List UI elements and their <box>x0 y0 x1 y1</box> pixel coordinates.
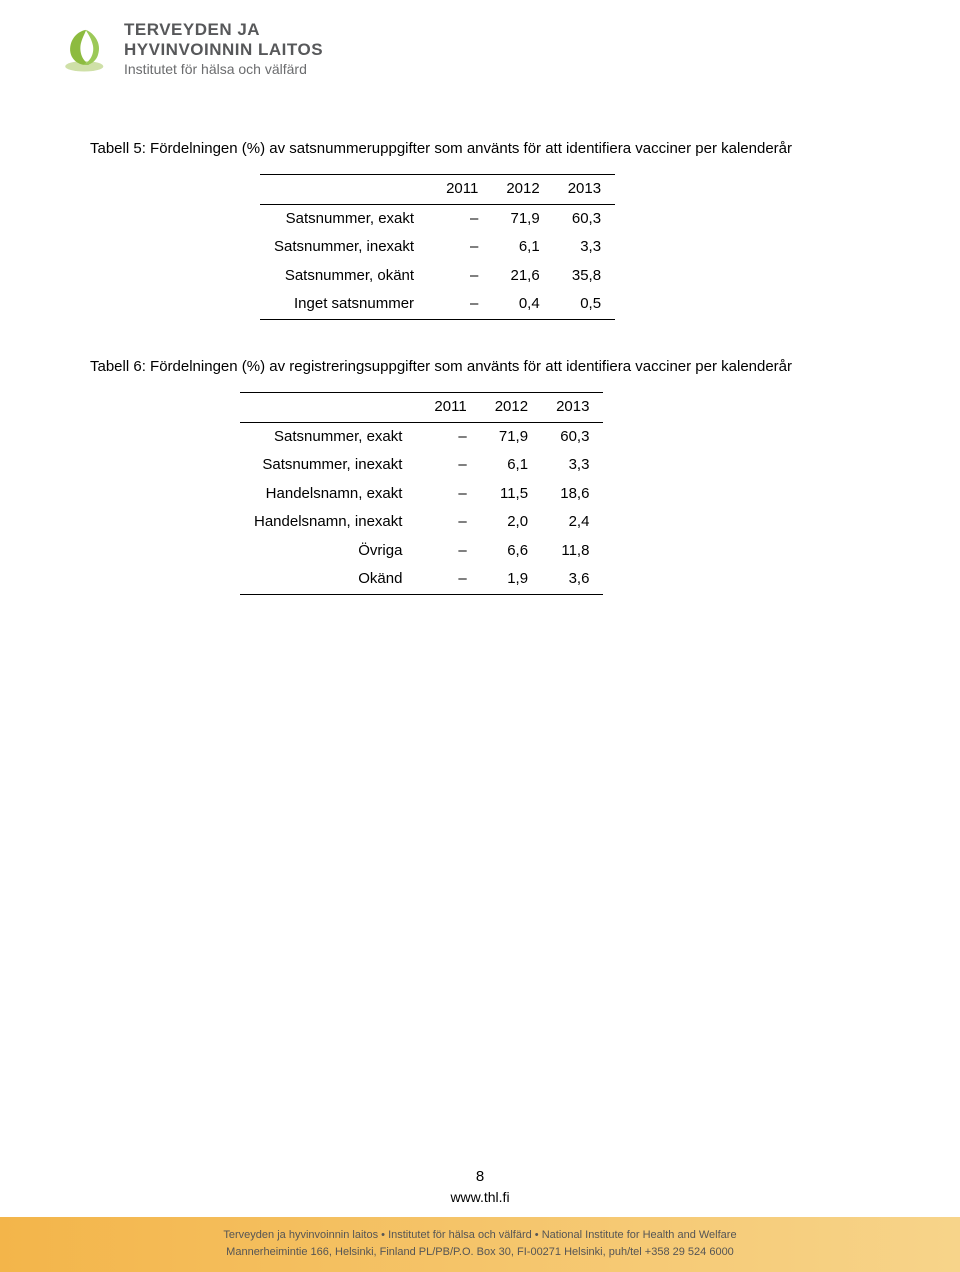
cell: 2,4 <box>542 508 603 537</box>
cell: – <box>432 290 492 319</box>
row-label: Satsnummer, exakt <box>260 204 432 233</box>
cell: – <box>420 565 480 594</box>
footer-line2: Mannerheimintie 166, Helsinki, Finland P… <box>0 1244 960 1261</box>
org-name-block: TERVEYDEN JA HYVINVOINNIN LAITOS Institu… <box>124 20 323 78</box>
thl-logo-icon <box>60 23 112 75</box>
cell: 6,1 <box>481 451 542 480</box>
page-number: 8 <box>0 1168 960 1185</box>
table-row: Handelsnamn, exakt – 11,5 18,6 <box>240 480 603 509</box>
cell: – <box>420 480 480 509</box>
row-label: Okänd <box>240 565 420 594</box>
org-name-line1: TERVEYDEN JA <box>124 20 323 40</box>
page-footer: 8 www.thl.fi Terveyden ja hyvinvoinnin l… <box>0 1168 960 1272</box>
table-row: Satsnummer, inexakt – 6,1 3,3 <box>240 451 603 480</box>
cell: 60,3 <box>554 204 615 233</box>
table5-col-2012: 2012 <box>492 175 553 205</box>
cell: – <box>420 422 480 451</box>
table-row: Övriga – 6,6 11,8 <box>240 537 603 566</box>
cell: – <box>420 537 480 566</box>
org-name-line3: Institutet för hälsa och välfärd <box>124 61 323 78</box>
table5-col-2011: 2011 <box>432 175 492 205</box>
table5-header-row: 2011 2012 2013 <box>260 175 615 205</box>
cell: – <box>432 233 492 262</box>
cell: 1,9 <box>481 565 542 594</box>
row-label: Satsnummer, inexakt <box>240 451 420 480</box>
footer-line1: Terveyden ja hyvinvoinnin laitos • Insti… <box>0 1227 960 1244</box>
cell: 11,8 <box>542 537 603 566</box>
table-row: Satsnummer, exakt – 71,9 60,3 <box>240 422 603 451</box>
cell: 3,3 <box>554 233 615 262</box>
org-name-line2: HYVINVOINNIN LAITOS <box>124 40 323 60</box>
table-row: Inget satsnummer – 0,4 0,5 <box>260 290 615 319</box>
cell: – <box>432 204 492 233</box>
cell: 71,9 <box>481 422 542 451</box>
cell: 35,8 <box>554 262 615 291</box>
table-row: Okänd – 1,9 3,6 <box>240 565 603 594</box>
table5: 2011 2012 2013 Satsnummer, exakt – 71,9 … <box>260 174 615 320</box>
cell: 60,3 <box>542 422 603 451</box>
table-row: Satsnummer, okänt – 21,6 35,8 <box>260 262 615 291</box>
cell: 2,0 <box>481 508 542 537</box>
cell: 0,5 <box>554 290 615 319</box>
cell: 18,6 <box>542 480 603 509</box>
table6-col-2013: 2013 <box>542 393 603 423</box>
footer-url: www.thl.fi <box>0 1189 960 1205</box>
page-header: TERVEYDEN JA HYVINVOINNIN LAITOS Institu… <box>0 0 960 78</box>
cell: 71,9 <box>492 204 553 233</box>
cell: 0,4 <box>492 290 553 319</box>
cell: – <box>420 508 480 537</box>
cell: – <box>420 451 480 480</box>
table-row: Satsnummer, exakt – 71,9 60,3 <box>260 204 615 233</box>
table-row: Satsnummer, inexakt – 6,1 3,3 <box>260 233 615 262</box>
row-label: Inget satsnummer <box>260 290 432 319</box>
table6-col-2012: 2012 <box>481 393 542 423</box>
table5-caption: Tabell 5: Fördelningen (%) av satsnummer… <box>90 138 870 161</box>
table6: 2011 2012 2013 Satsnummer, exakt – 71,9 … <box>240 392 603 595</box>
table6-caption: Tabell 6: Fördelningen (%) av registreri… <box>90 356 870 379</box>
table5-col-2013: 2013 <box>554 175 615 205</box>
footer-bar: Terveyden ja hyvinvoinnin laitos • Insti… <box>0 1217 960 1272</box>
table6-col-2011: 2011 <box>420 393 480 423</box>
row-label: Satsnummer, inexakt <box>260 233 432 262</box>
cell: 11,5 <box>481 480 542 509</box>
cell: – <box>432 262 492 291</box>
cell: 3,3 <box>542 451 603 480</box>
cell: 3,6 <box>542 565 603 594</box>
row-label: Handelsnamn, inexakt <box>240 508 420 537</box>
page-content: Tabell 5: Fördelningen (%) av satsnummer… <box>0 78 960 595</box>
row-label: Handelsnamn, exakt <box>240 480 420 509</box>
table6-header-row: 2011 2012 2013 <box>240 393 603 423</box>
row-label: Satsnummer, exakt <box>240 422 420 451</box>
cell: 21,6 <box>492 262 553 291</box>
table-row: Handelsnamn, inexakt – 2,0 2,4 <box>240 508 603 537</box>
row-label: Övriga <box>240 537 420 566</box>
row-label: Satsnummer, okänt <box>260 262 432 291</box>
cell: 6,1 <box>492 233 553 262</box>
cell: 6,6 <box>481 537 542 566</box>
